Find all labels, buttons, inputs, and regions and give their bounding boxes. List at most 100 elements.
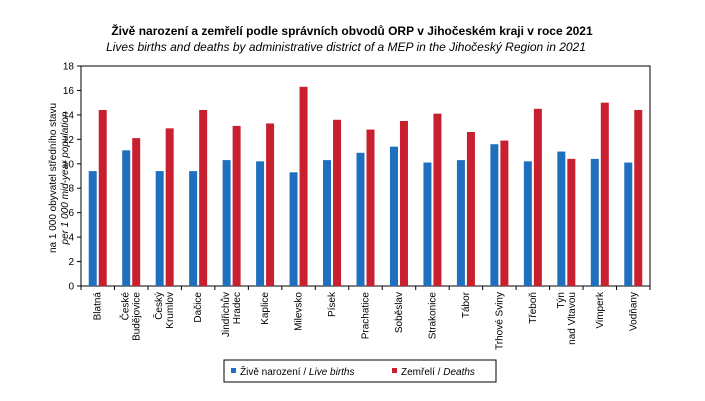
y-tick-label: 12 [63, 135, 75, 146]
x-category-label-line: Strakonice [427, 292, 438, 340]
x-category-label-line: nad Vltavou [567, 292, 578, 345]
x-category-label-line: Hradec [232, 292, 243, 324]
legend-label-en: Deaths [443, 367, 475, 378]
x-category-label: Jindřichův Hradec [220, 292, 243, 337]
chart-title: Živě narození a zemřelí podle správních … [111, 23, 593, 38]
bar-deaths [399, 121, 408, 286]
x-category-label: Strakonice [427, 292, 438, 340]
bar-deaths [600, 102, 609, 287]
bar-deaths [299, 86, 308, 287]
legend-label: Živě narození / Live births [240, 365, 355, 378]
x-category-label: Třeboň [528, 292, 539, 324]
bar-deaths [533, 108, 542, 287]
x-category-label-line: České [119, 292, 132, 321]
x-category-label: Prachatice [361, 292, 372, 340]
legend: Živě narození / Live births Zemřelí / Dea… [223, 359, 497, 383]
y-tick-label: 16 [63, 86, 75, 97]
plot-frame [80, 65, 651, 287]
x-category-label: Vodňany [628, 292, 639, 331]
bar-deaths [366, 129, 375, 286]
y-tick-label: 6 [68, 208, 74, 219]
x-category-label-line: Vodňany [628, 292, 639, 331]
bar-live-births [155, 171, 164, 286]
x-category-label-line: Trhové Sviny [494, 292, 505, 350]
chart-subtitle: Lives births and deaths by administrativ… [106, 40, 586, 54]
bar-live-births [456, 160, 465, 286]
bar-live-births [557, 151, 566, 286]
x-category-label: Kaplice [260, 292, 271, 325]
x-category-label-line: Český [152, 292, 165, 320]
y-tick-label: 8 [68, 184, 74, 195]
bar-live-births [189, 171, 198, 286]
x-category-label: Milevsko [294, 292, 305, 331]
y-axis-label-en: per 1 000 mid-year population [60, 111, 71, 245]
x-category-label-line: Dačice [193, 292, 204, 323]
bar-deaths [333, 119, 342, 287]
legend-swatch [231, 368, 236, 373]
x-category-label: Český Krumlov [152, 292, 176, 329]
x-category-label: Blatná [93, 292, 104, 321]
bar-live-births [389, 146, 398, 286]
bar-live-births [523, 161, 532, 286]
bar-deaths [567, 158, 576, 286]
bar-deaths [500, 140, 509, 286]
legend-swatch [392, 368, 397, 373]
x-category-label-line: Blatná [93, 292, 104, 321]
x-category-label-line: Kaplice [260, 292, 271, 325]
y-tick-label: 0 [68, 282, 74, 293]
x-category-label: Vimperk [595, 291, 606, 328]
x-category-label: České Budějovice [119, 292, 143, 341]
legend-label-en: Live births [309, 367, 355, 378]
legend-frame [223, 359, 497, 383]
x-category-label-line: Krumlov [165, 292, 176, 329]
bar-deaths [98, 110, 107, 286]
bar-deaths [199, 110, 208, 286]
bar-live-births [122, 150, 131, 286]
x-category-label: Týn nad Vltavou [556, 292, 578, 345]
x-category-label-line: Milevsko [294, 292, 305, 331]
y-tick-label: 10 [63, 159, 75, 170]
bar-deaths [466, 132, 475, 286]
x-category-label-line: Tábor [461, 291, 472, 318]
y-tick-label: 2 [68, 257, 74, 268]
bar-live-births [423, 162, 432, 286]
bar-live-births [590, 158, 599, 286]
x-category-label-line: Budějovice [132, 292, 143, 341]
bar-deaths [433, 113, 442, 287]
bar-live-births [490, 144, 499, 286]
x-category-label: Dačice [193, 292, 204, 323]
y-axis-label-group: na 1 000 obyvatel středního stavu per 1 … [48, 103, 71, 253]
x-category-label-line: Jindřichův [220, 292, 232, 337]
bar-deaths [266, 123, 275, 286]
bar-live-births [88, 171, 97, 286]
x-category-label-line: Prachatice [361, 292, 372, 340]
x-category-label-line: Vimperk [595, 291, 606, 328]
y-tick-label: 14 [63, 110, 75, 121]
x-category-label: Trhové Sviny [494, 292, 505, 350]
x-category-label: Soběslav [394, 292, 405, 333]
bar-deaths [132, 138, 141, 286]
legend-label: Zemřelí / Deaths [401, 367, 475, 378]
x-category-label-line: Soběslav [394, 292, 405, 333]
bar-live-births [323, 160, 332, 286]
bar-live-births [222, 160, 231, 286]
y-tick-label: 4 [68, 233, 74, 244]
y-tick-label: 18 [63, 62, 75, 73]
legend-label-cz: Živě narození / [240, 365, 309, 378]
bar-live-births [624, 162, 633, 286]
bar-live-births [356, 152, 365, 286]
x-category-label-line: Třeboň [528, 292, 539, 324]
x-category-label-line: Týn [556, 292, 567, 309]
x-category-label-line: Písek [327, 291, 338, 317]
y-axis-label: na 1 000 obyvatel středního stavu [48, 103, 59, 253]
bar-deaths [634, 110, 643, 286]
x-category-label: Písek [327, 291, 338, 317]
bar-deaths [165, 128, 174, 286]
bar-deaths [232, 125, 241, 286]
bar-live-births [289, 172, 298, 286]
legend-label-cz: Zemřelí / [401, 367, 443, 378]
bar-live-births [256, 161, 265, 286]
x-category-label: Tábor [461, 291, 472, 318]
